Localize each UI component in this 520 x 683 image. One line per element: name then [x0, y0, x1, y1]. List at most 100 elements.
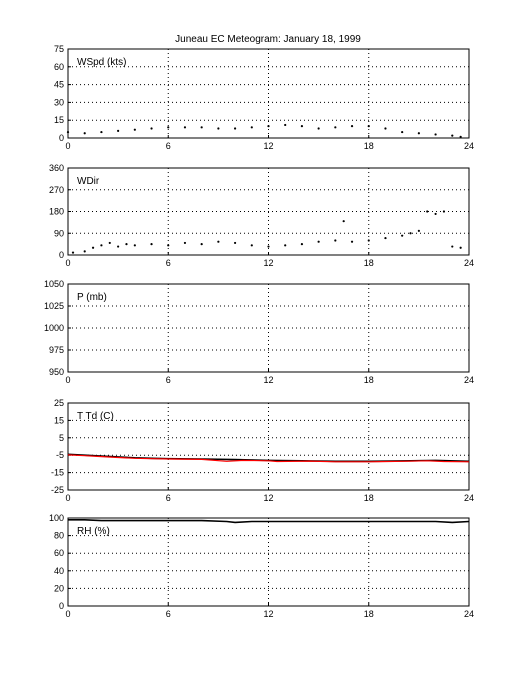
series-line [68, 518, 470, 524]
x-tick-label: 18 [364, 141, 374, 151]
data-point [417, 229, 420, 232]
y-tick-label: -25 [51, 485, 64, 495]
y-tick-label: 950 [49, 367, 64, 377]
data-point [434, 133, 437, 136]
data-point [401, 130, 404, 134]
data-point [317, 240, 320, 243]
data-point [233, 241, 237, 245]
y-tick-label: 25 [54, 398, 64, 408]
panel-label-rh: RH (%) [77, 526, 110, 537]
y-tick-label: 0 [59, 133, 64, 143]
data-point [250, 126, 253, 129]
y-tick-label: 1050 [44, 279, 64, 289]
y-tick-label: 360 [49, 163, 64, 173]
data-point [417, 132, 420, 135]
data-point [125, 243, 128, 246]
data-point [317, 127, 320, 130]
panel-wspd: 0 6 12 18 24 0 15 30 45 60 75 WSpd (kts) [54, 44, 474, 151]
data-point [459, 135, 462, 138]
chart-title: Juneau EC Meteogram: January 18, 1999 [175, 34, 361, 45]
data-point [267, 125, 270, 128]
x-tick-label: 0 [65, 609, 70, 619]
y-tick-label: -15 [51, 468, 64, 478]
x-tick-label: 24 [464, 258, 474, 268]
x-tick-label: 12 [263, 258, 273, 268]
x-tick-label: 24 [464, 609, 474, 619]
x-tick-label: 24 [464, 141, 474, 151]
data-point [91, 246, 95, 249]
data-point [133, 244, 136, 247]
data-point [442, 210, 446, 213]
y-tick-label: 0 [59, 250, 64, 260]
data-point [250, 244, 253, 247]
x-tick-label: 6 [166, 493, 171, 503]
data-point [300, 243, 304, 246]
data-point [217, 240, 220, 243]
x-tick-label: 18 [364, 609, 374, 619]
data-point [334, 239, 337, 242]
data-point [100, 244, 103, 247]
x-tick-label: 24 [464, 375, 474, 385]
data-point [183, 126, 187, 129]
y-tick-label: 60 [54, 62, 64, 72]
x-tick-label: 6 [166, 609, 171, 619]
data-point [183, 241, 187, 245]
x-tick-label: 12 [263, 141, 273, 151]
data-point [367, 239, 370, 242]
y-tick-label: 100 [49, 513, 64, 523]
data-point [117, 245, 120, 248]
y-tick-label: 975 [49, 345, 64, 355]
data-point [434, 212, 437, 216]
data-point [459, 246, 462, 249]
y-tick-label: 45 [54, 80, 64, 90]
data-point [233, 127, 237, 130]
y-tick-label: 180 [49, 207, 64, 217]
x-tick-label: 12 [263, 609, 273, 619]
data-point [117, 129, 120, 132]
data-point [401, 234, 404, 237]
x-tick-label: 6 [166, 375, 171, 385]
data-point [284, 123, 287, 127]
data-point [200, 126, 203, 129]
panel-label-wspd: WSpd (kts) [77, 57, 126, 68]
data-point [167, 244, 170, 247]
y-tick-label: 80 [54, 531, 64, 541]
y-tick-label: 15 [54, 415, 64, 425]
panel-label-temp-dewpoint: T Td (C) [77, 411, 114, 422]
data-point [167, 126, 170, 129]
data-point [384, 127, 387, 130]
data-point [451, 245, 454, 248]
data-point [108, 241, 111, 245]
data-point [367, 125, 370, 128]
data-point [83, 132, 86, 135]
x-tick-label: 12 [263, 375, 273, 385]
data-point [150, 127, 153, 130]
data-point [267, 245, 270, 248]
x-tick-label: 0 [65, 141, 70, 151]
x-tick-label: 6 [166, 141, 171, 151]
data-point [384, 236, 387, 240]
data-point [200, 243, 203, 246]
data-point [100, 130, 103, 134]
data-point [150, 243, 153, 246]
y-tick-label: 75 [54, 44, 64, 54]
panel-temp-dewpoint: 0 6 12 18 24 -25 -15 -5 5 15 25 T Td (C) [51, 398, 474, 503]
x-tick-label: 18 [364, 493, 374, 503]
panel-label-wdir: WDir [77, 176, 100, 187]
data-point [217, 127, 220, 130]
x-tick-label: 18 [364, 375, 374, 385]
data-point [342, 220, 345, 223]
y-tick-label: 30 [54, 97, 64, 107]
data-point [284, 244, 287, 247]
y-tick-label: 40 [54, 566, 64, 576]
x-tick-label: 0 [65, 375, 70, 385]
x-tick-label: 12 [263, 493, 273, 503]
data-point [350, 240, 354, 243]
axes-frame [67, 402, 470, 491]
y-tick-label: 60 [54, 548, 64, 558]
data-point [409, 232, 412, 235]
temperature-line [67, 454, 470, 463]
data-point [66, 130, 70, 134]
